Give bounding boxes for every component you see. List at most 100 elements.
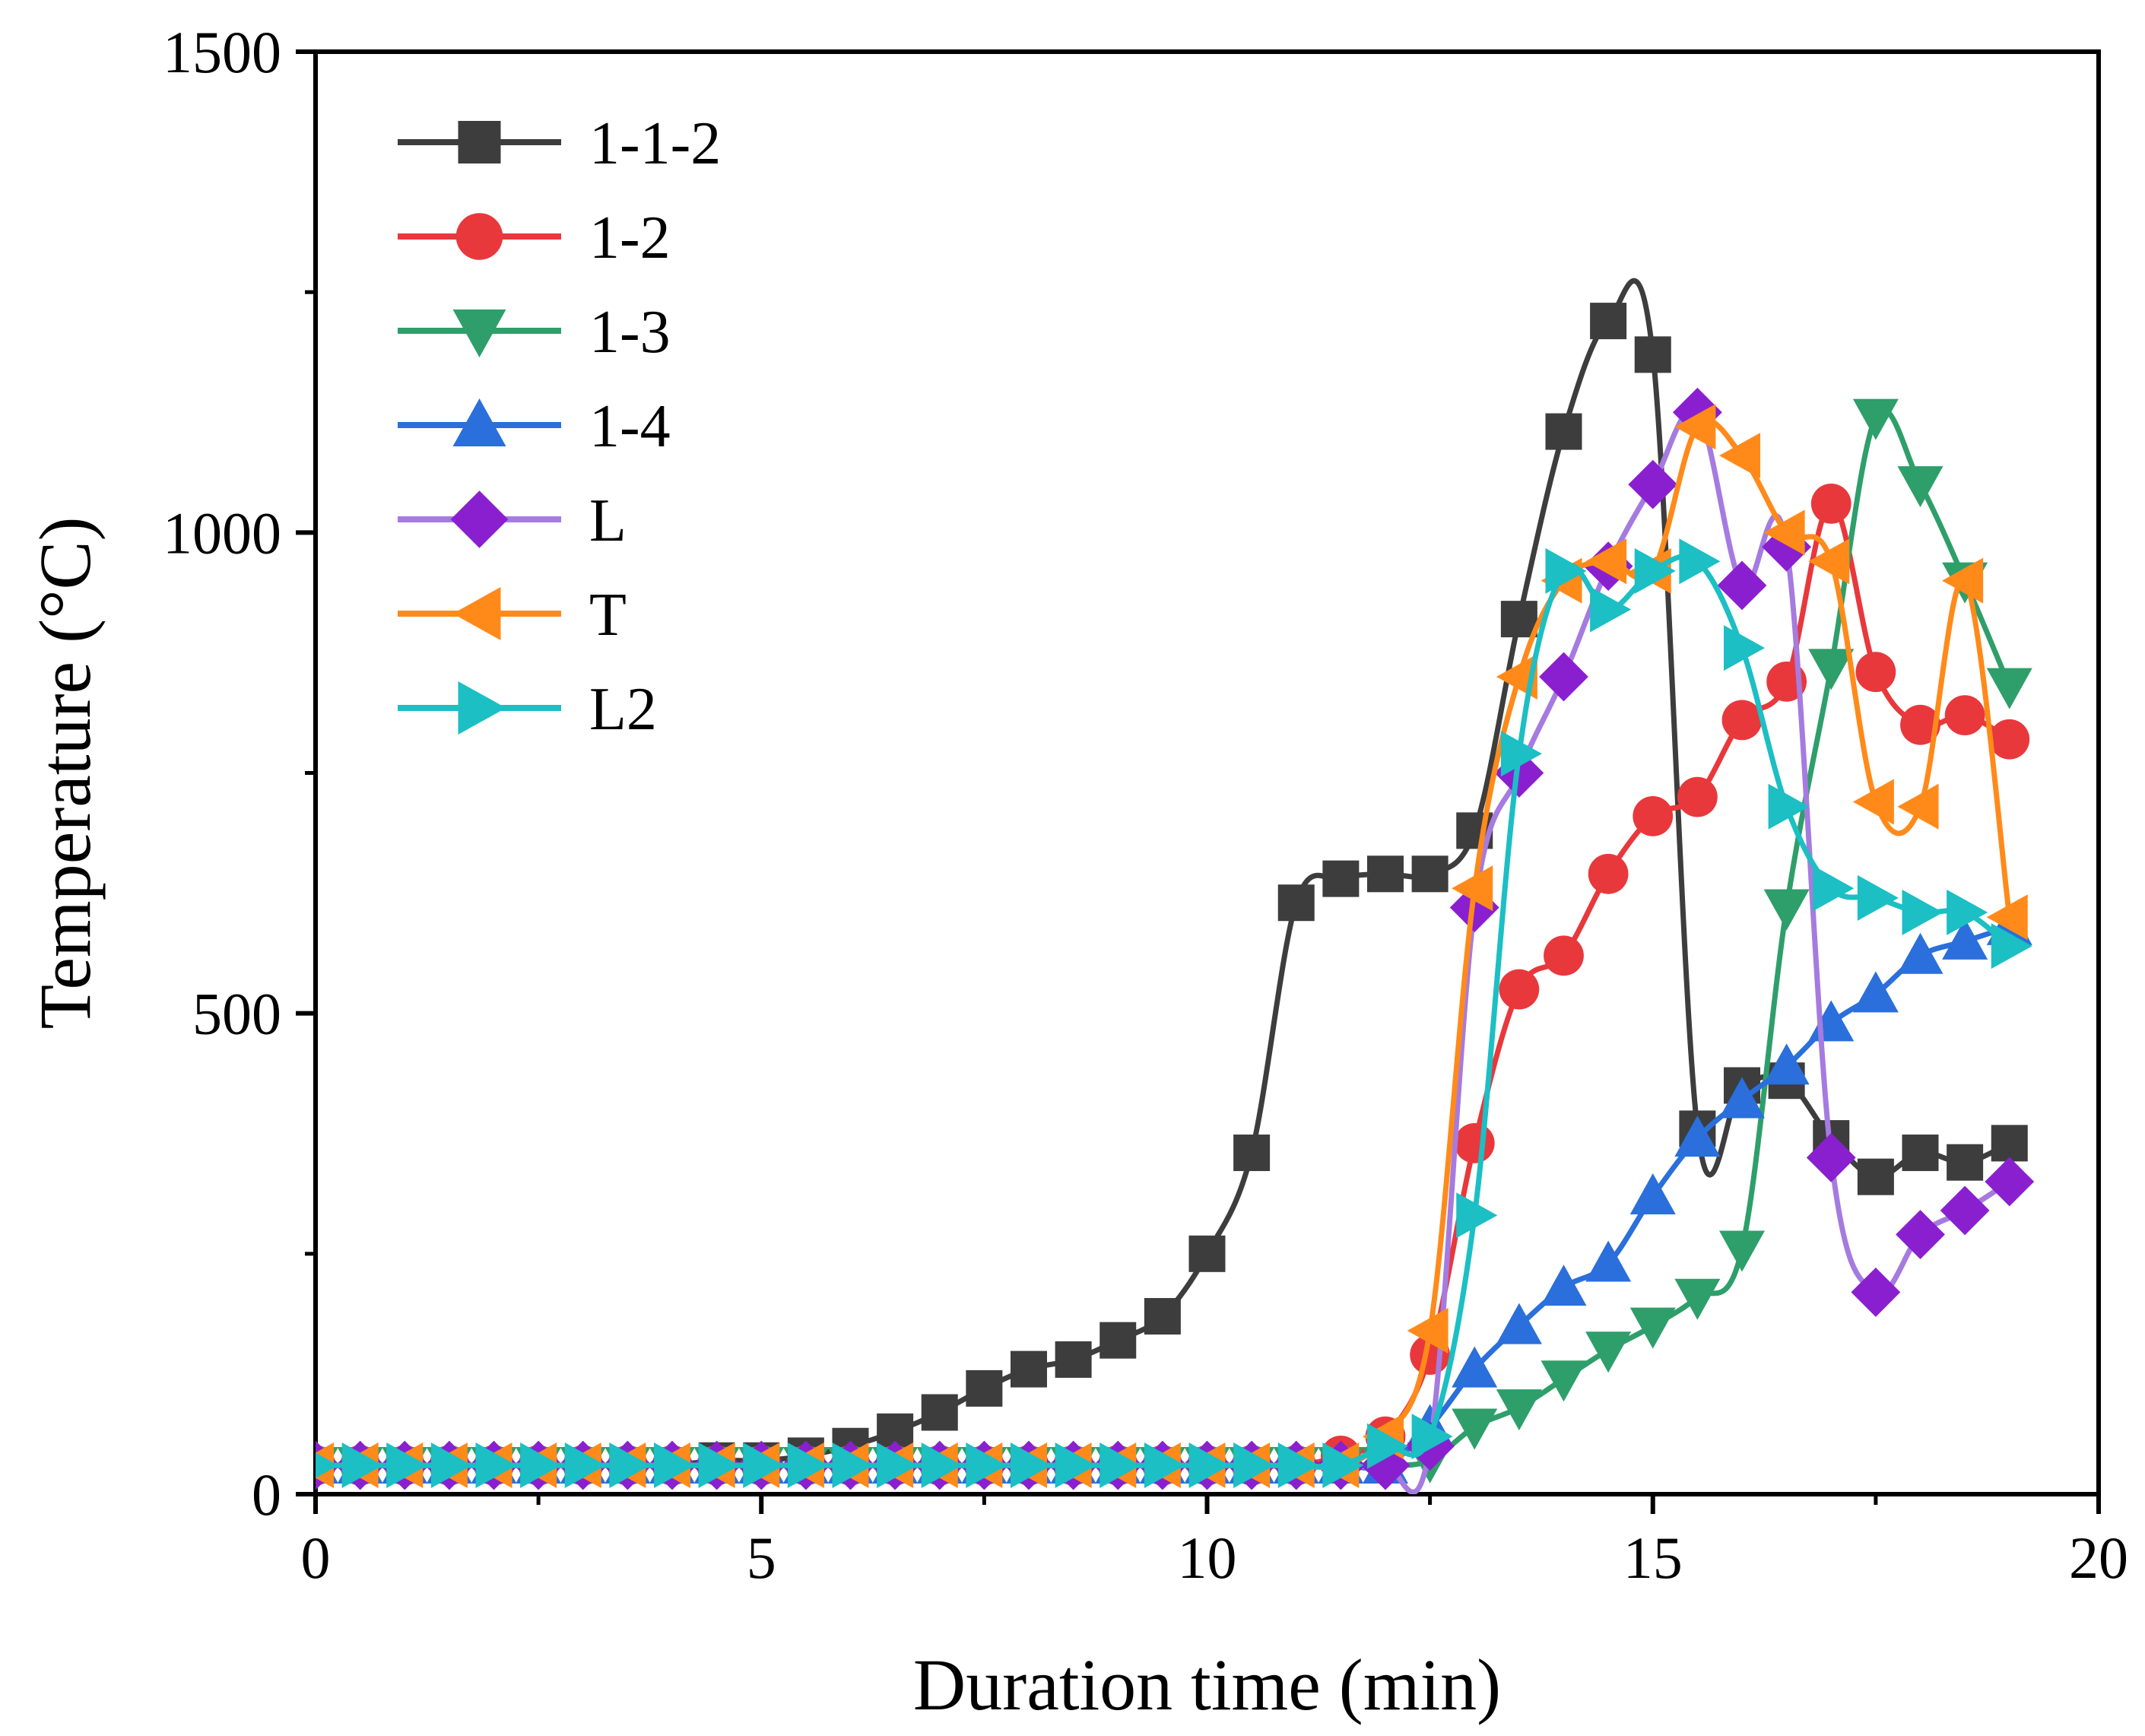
x-tick-label: 20 xyxy=(2069,1525,2128,1591)
data-point xyxy=(1985,1157,2035,1207)
data-point xyxy=(1144,1442,1185,1489)
data-point xyxy=(1674,1278,1721,1320)
data-point xyxy=(1590,586,1632,633)
data-point xyxy=(1099,1322,1137,1359)
data-point xyxy=(1456,1192,1498,1239)
data-point xyxy=(1989,719,2030,760)
data-point xyxy=(1719,1230,1765,1272)
data-point xyxy=(386,1442,428,1489)
data-point xyxy=(1634,547,1676,594)
data-point xyxy=(921,1394,958,1431)
data-point xyxy=(1367,1423,1408,1469)
data-point xyxy=(1452,1408,1498,1450)
data-point xyxy=(1634,336,1671,373)
data-point xyxy=(1674,1116,1721,1157)
data-point xyxy=(1055,1341,1092,1378)
data-point xyxy=(1454,1122,1495,1163)
data-point xyxy=(1541,1360,1587,1402)
legend-label: T xyxy=(589,582,627,649)
data-point xyxy=(1721,700,1763,741)
series-group xyxy=(316,278,2035,1494)
y-axis-title: Temperature (°C) xyxy=(24,516,106,1029)
data-point xyxy=(1628,459,1678,509)
data-point xyxy=(1857,874,1899,921)
legend-marker xyxy=(455,213,503,260)
legend-label: 1-2 xyxy=(589,205,671,271)
data-point xyxy=(921,1442,963,1489)
x-tick-label: 0 xyxy=(301,1525,331,1591)
data-point xyxy=(1896,1210,1945,1259)
data-point xyxy=(1986,894,2028,941)
data-point xyxy=(1629,1173,1676,1214)
data-point xyxy=(1674,404,1716,450)
data-point xyxy=(1717,560,1767,611)
legend-item-1-3: 1-3 xyxy=(398,299,671,366)
data-point xyxy=(1763,509,1805,556)
data-point xyxy=(564,1442,606,1489)
data-point xyxy=(1585,1331,1632,1373)
data-point xyxy=(1277,884,1315,922)
data-point xyxy=(1768,783,1810,830)
data-point xyxy=(1719,1077,1765,1119)
legend-label: 1-3 xyxy=(589,299,671,366)
data-point xyxy=(1452,865,1493,912)
data-point xyxy=(430,1442,472,1489)
legend-item-1-1-2: 1-1-2 xyxy=(398,110,721,177)
series-1-4 xyxy=(316,903,2032,1484)
legend-marker xyxy=(452,587,501,640)
data-point xyxy=(1011,1442,1052,1489)
data-point xyxy=(832,1442,874,1489)
data-point xyxy=(1055,1442,1096,1489)
data-point xyxy=(341,1442,383,1489)
data-point xyxy=(1585,1240,1632,1282)
data-point xyxy=(1808,538,1850,585)
data-point xyxy=(1852,779,1894,825)
data-point xyxy=(316,1452,338,1478)
legend-marker xyxy=(450,490,509,548)
x-axis: 0 5 10 15 20 xyxy=(301,1494,2128,1591)
data-point xyxy=(1452,1346,1498,1388)
data-point xyxy=(1633,796,1674,836)
data-point xyxy=(1897,783,1939,830)
data-point xyxy=(1544,935,1584,976)
legend-label: 1-4 xyxy=(589,393,671,460)
data-point xyxy=(1545,413,1582,450)
data-point xyxy=(1233,1135,1271,1172)
data-point xyxy=(1011,1350,1047,1388)
data-point xyxy=(1277,1442,1319,1489)
data-point xyxy=(1099,1442,1141,1489)
y-tick-label: 1000 xyxy=(163,500,281,566)
data-point xyxy=(1411,1414,1453,1460)
legend-label: L2 xyxy=(589,676,657,743)
x-tick-label: 15 xyxy=(1623,1525,1683,1591)
data-point xyxy=(1810,483,1851,524)
data-point xyxy=(1677,776,1718,817)
data-point xyxy=(609,1442,651,1489)
y-axis: 0 500 1000 1500 xyxy=(163,19,316,1528)
data-point xyxy=(1944,695,1985,736)
y-tick-label: 0 xyxy=(252,1461,281,1528)
data-point xyxy=(1852,398,1899,440)
data-point xyxy=(1233,1442,1275,1489)
legend-marker xyxy=(452,398,506,446)
series-L2 xyxy=(316,538,2032,1489)
data-point xyxy=(1942,918,1988,960)
data-point xyxy=(1541,1265,1587,1306)
data-point xyxy=(1585,538,1627,585)
legend-item-L2: L2 xyxy=(398,676,657,743)
x-tick-label: 5 xyxy=(747,1525,776,1591)
data-point xyxy=(1144,1298,1181,1335)
legend-item-1-4: 1-4 xyxy=(398,393,671,460)
legend-marker xyxy=(458,121,501,163)
data-point xyxy=(1852,971,1899,1013)
plot-frame xyxy=(313,49,2101,1496)
data-point xyxy=(1857,1158,1894,1195)
data-point xyxy=(1991,923,2032,970)
data-point xyxy=(1808,1000,1855,1042)
data-point xyxy=(1322,860,1360,897)
data-point xyxy=(654,1442,695,1489)
data-point xyxy=(1719,433,1760,479)
data-point xyxy=(1902,889,1944,935)
data-point xyxy=(1947,889,1988,935)
